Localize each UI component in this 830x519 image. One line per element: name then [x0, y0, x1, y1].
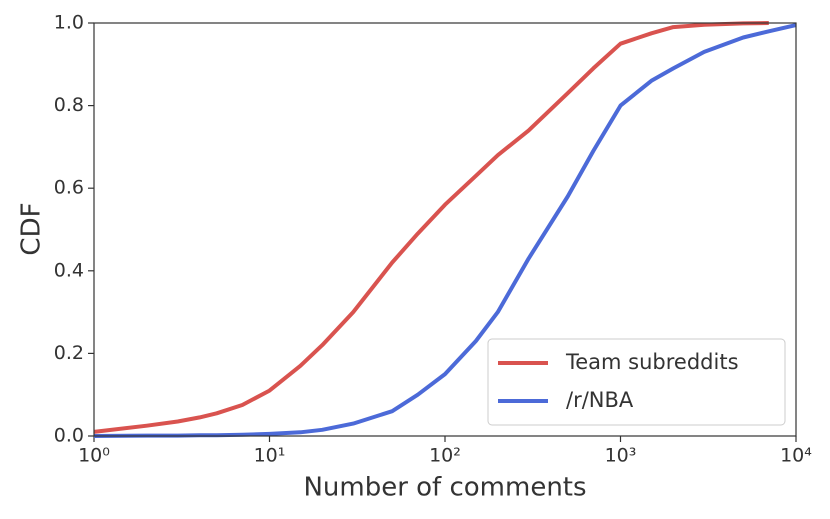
plot-frame — [93, 22, 797, 437]
x-tick-label: 10³ — [605, 445, 637, 467]
x-tick-label: 10⁰ — [78, 445, 110, 467]
legend-label: Team subreddits — [565, 350, 739, 374]
series-line — [93, 21, 769, 434]
legend-label: /r/NBA — [566, 388, 634, 412]
legend-box — [487, 338, 786, 426]
y-tick-label: 0.4 — [54, 259, 84, 281]
y-axis-label: CDF — [17, 202, 47, 255]
y-tick-label: 0.8 — [54, 94, 84, 116]
x-axis-label: Number of comments — [303, 473, 586, 503]
y-tick-label: 1.0 — [54, 12, 84, 34]
legend: Team subreddits/r/NBA — [487, 338, 786, 426]
x-tick-label: 10² — [429, 445, 461, 467]
series-line — [93, 23, 797, 438]
y-tick-label: 0.0 — [54, 425, 84, 447]
x-tick-label: 10⁴ — [780, 445, 812, 467]
x-tick-label: 10¹ — [254, 445, 286, 467]
y-tick-label: 0.6 — [54, 177, 84, 199]
y-tick-label: 0.2 — [54, 342, 84, 364]
